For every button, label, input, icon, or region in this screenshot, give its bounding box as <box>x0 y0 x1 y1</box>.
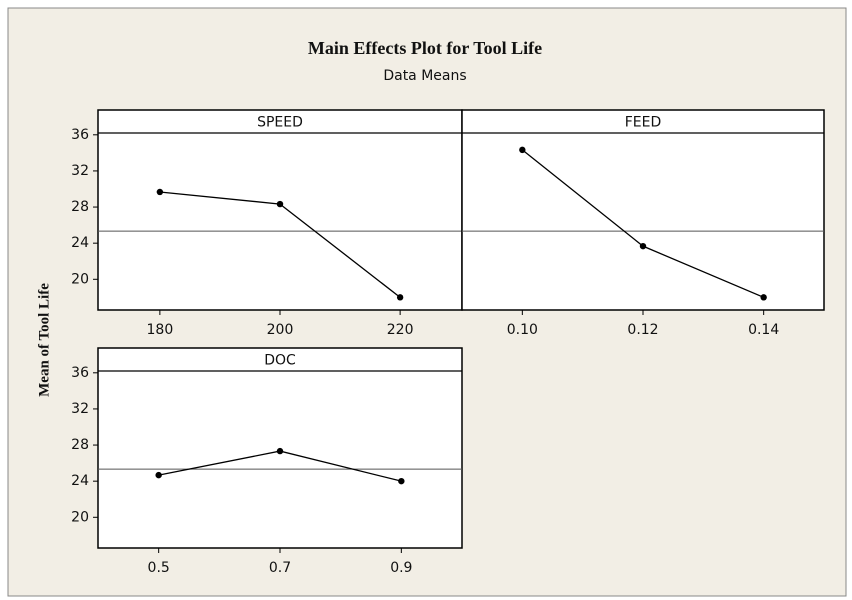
y-tick-label: 24 <box>71 473 89 489</box>
point <box>276 447 284 455</box>
panel <box>97 109 463 311</box>
x-tick-label: 0.5 <box>148 560 170 576</box>
x-tick-label: 0.14 <box>748 322 779 338</box>
panel-title: DOC <box>264 353 296 369</box>
panel-title: SPEED <box>257 115 303 131</box>
point <box>519 146 526 154</box>
x-tick-label: 0.12 <box>627 322 658 338</box>
x-tick-label: 180 <box>147 322 174 338</box>
x-tick-label: 0.7 <box>269 560 291 576</box>
y-tick-label: 28 <box>71 437 89 453</box>
point <box>639 242 647 250</box>
point <box>396 294 404 301</box>
y-tick-label: 32 <box>71 163 89 179</box>
x-tick-label: 220 <box>387 322 414 338</box>
chart-title: Main Effects Plot for Tool Life <box>308 38 542 58</box>
y-tick-label: 36 <box>71 365 89 381</box>
y-tick-label: 28 <box>71 199 89 215</box>
point <box>276 200 284 208</box>
y-tick-label: 20 <box>71 509 89 525</box>
y-tick-label: 20 <box>71 271 89 287</box>
point <box>398 477 405 485</box>
panel-title: FEED <box>625 115 662 131</box>
panel <box>461 109 825 311</box>
point <box>155 471 162 479</box>
point <box>760 294 767 301</box>
y-axis-label: Mean of Tool Life <box>36 283 52 397</box>
x-tick-label: 200 <box>267 322 294 338</box>
y-tick-label: 32 <box>71 401 89 417</box>
chart-subtitle: Data Means <box>383 68 466 84</box>
y-tick-label: 36 <box>71 127 89 143</box>
x-tick-label: 0.10 <box>507 322 538 338</box>
y-tick-label: 24 <box>71 235 89 251</box>
x-tick-label: 0.9 <box>390 560 412 576</box>
point <box>156 188 164 196</box>
